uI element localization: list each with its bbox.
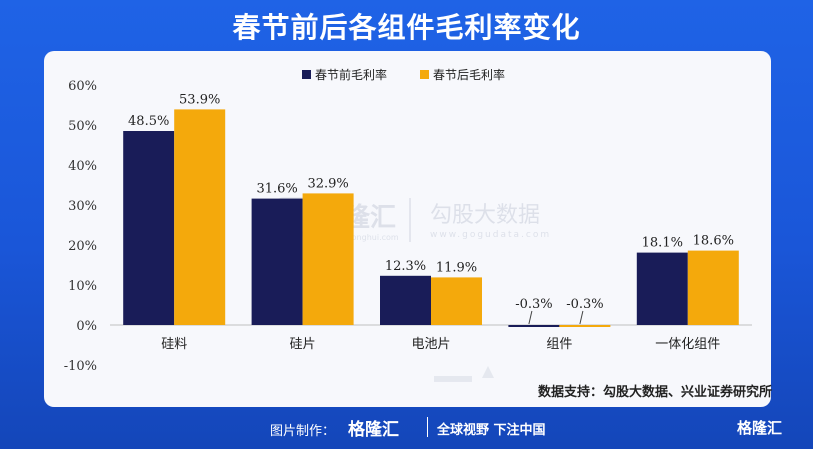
data-label: 53.9%	[179, 92, 220, 107]
y-tick-label: 10%	[68, 279, 97, 294]
footer: 图片制作： 格隆汇 全球视野 下注中国 格隆汇	[0, 411, 813, 449]
y-tick-label: 60%	[68, 79, 97, 94]
data-label: -0.3%	[515, 297, 552, 312]
watermark-arrow-icon	[434, 366, 494, 382]
label-leader-line	[528, 310, 533, 325]
footer-logo: 格隆汇	[348, 420, 399, 440]
data-label: 31.6%	[256, 182, 297, 197]
data-label: 18.1%	[642, 236, 683, 251]
legend-label-after: 春节后毛利率	[433, 67, 505, 82]
legend-swatch-after	[420, 70, 429, 79]
corner-logo: 格隆汇	[737, 419, 783, 437]
legend: 春节前毛利率 春节后毛利率	[302, 67, 505, 82]
data-label: -0.3%	[566, 297, 603, 312]
bar-after	[687, 250, 739, 325]
y-tick-label: 0%	[76, 319, 97, 334]
data-label: 18.6%	[693, 234, 734, 249]
y-tick-label: 20%	[68, 239, 97, 254]
bar-after	[174, 109, 226, 326]
bar-before	[251, 198, 303, 325]
x-tick-label: 电池片	[411, 337, 450, 352]
legend-label-before: 春节前毛利率	[315, 67, 387, 82]
x-tick-label: 硅片	[290, 337, 316, 352]
watermark-right-sub: www.gogudata.com	[430, 230, 551, 240]
watermark-right: 勾股大数据	[430, 203, 540, 228]
watermark: 格隆汇 www.gelonghui.com 勾股大数据 www.gogudata…	[274, 197, 551, 242]
bar-before	[380, 275, 431, 325]
y-tick-label: 40%	[68, 159, 97, 174]
bars	[123, 109, 739, 327]
bar-after	[302, 193, 354, 325]
chart-title: 春节前后各组件毛利率变化	[232, 11, 581, 44]
footer-credit: 图片制作：	[270, 424, 336, 439]
data-label: 12.3%	[385, 259, 426, 274]
y-tick-label: 30%	[68, 199, 97, 214]
data-label: 32.9%	[307, 176, 348, 191]
data-labels: 48.5% 53.9% 31.6% 32.9% 12.3% 11.9% -0.3% -0.3%…	[128, 92, 734, 325]
bar-before	[636, 252, 688, 325]
bar-before	[508, 325, 560, 327]
bar-after	[431, 277, 482, 325]
x-tick-label: 硅料	[161, 337, 187, 352]
label-leader-line	[579, 310, 584, 325]
x-tick-label: 一体化组件	[655, 337, 720, 352]
footer-slogan: 全球视野 下注中国	[437, 423, 546, 438]
bar-before	[123, 131, 175, 325]
source-note: 数据支持：勾股大数据、兴业证券研究所	[537, 385, 772, 400]
watermark-left-sub: www.gelonghui.com	[318, 233, 399, 242]
x-tick-label: 组件	[546, 337, 572, 352]
bar-after	[559, 325, 611, 327]
y-tick-label: 50%	[68, 119, 97, 134]
data-label: 48.5%	[128, 114, 169, 129]
y-axis: 60% 50% 40% 30% 20% 10% 0% -10%	[64, 79, 752, 374]
y-tick-label: -10%	[64, 359, 97, 374]
footer-divider	[427, 417, 428, 437]
data-label: 11.9%	[436, 260, 477, 275]
x-axis: 硅料 硅片 电池片 组件 一体化组件	[161, 337, 720, 352]
legend-swatch-before	[302, 70, 311, 79]
